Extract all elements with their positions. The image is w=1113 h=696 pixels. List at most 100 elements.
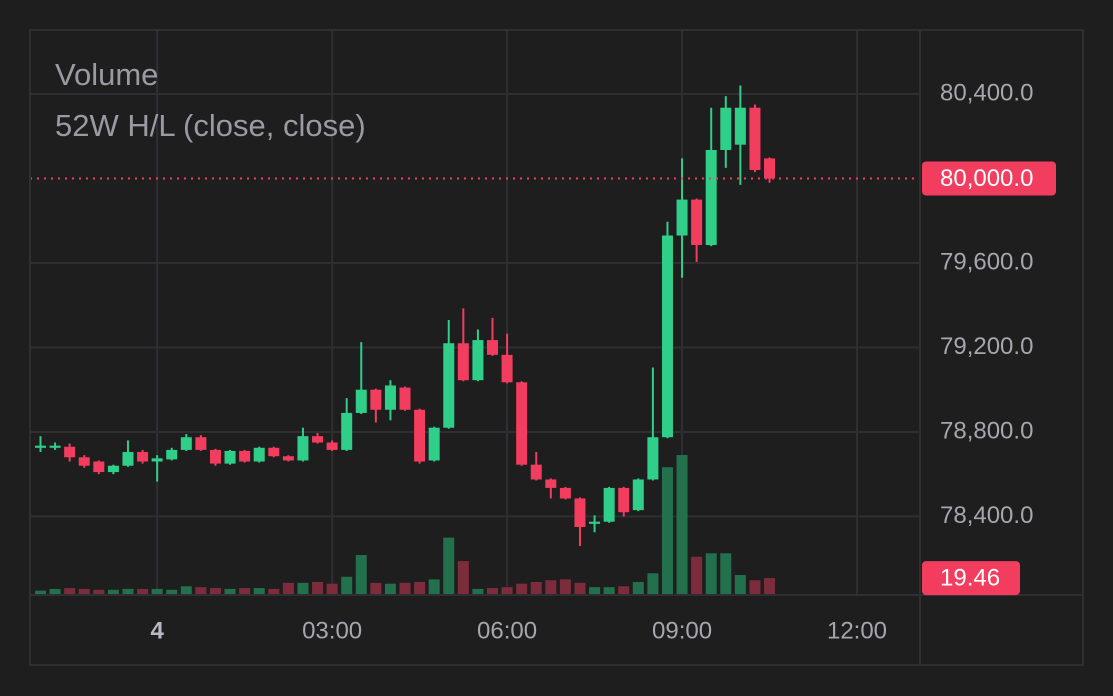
volume-bar — [64, 588, 76, 595]
volume-bar — [559, 579, 571, 595]
y-tick-label: 79,600.0 — [940, 248, 1033, 275]
volume-bar — [78, 588, 90, 595]
volume-pane — [34, 455, 776, 595]
volume-bar — [618, 586, 630, 595]
candle-body — [647, 437, 659, 480]
candle-body — [209, 449, 221, 464]
frame — [29, 29, 1084, 666]
candle-pane — [30, 85, 920, 546]
candle-body — [749, 107, 761, 171]
volume-bar — [720, 553, 732, 595]
volume-bar — [195, 587, 207, 595]
candle-body — [661, 235, 673, 438]
volume-bar — [647, 573, 659, 595]
volume-bar — [151, 588, 163, 595]
volume-bar — [603, 587, 615, 595]
candle-body — [720, 107, 732, 150]
candle-body — [399, 387, 411, 410]
volume-bar — [122, 588, 134, 595]
candle-body — [530, 464, 542, 480]
volume-bar — [341, 576, 353, 595]
x-tick-label: 06:00 — [477, 617, 537, 644]
candle-body — [195, 437, 207, 450]
x-tick-label: 12:00 — [827, 617, 887, 644]
candle-body — [268, 447, 280, 457]
candle-body — [384, 385, 396, 410]
candle-body — [559, 487, 571, 499]
volume-bar — [501, 587, 513, 595]
volume-bar — [676, 455, 688, 595]
volume-bar — [326, 583, 338, 595]
volume-bar — [93, 589, 105, 595]
candle-body — [34, 445, 46, 448]
volume-bar — [545, 580, 557, 595]
candle-body — [486, 340, 498, 355]
volume-bar — [428, 579, 440, 595]
volume-bar — [691, 556, 703, 595]
candle-body — [166, 449, 178, 460]
volume-bar — [253, 588, 265, 595]
y-tick-label: 79,200.0 — [940, 333, 1033, 360]
volume-bar — [224, 588, 236, 595]
volume-bar — [530, 581, 542, 595]
candle-body — [618, 487, 630, 513]
volume-bar — [370, 582, 382, 595]
volume-bar — [749, 580, 761, 595]
candle-body — [107, 465, 119, 473]
volume-bar — [486, 588, 498, 595]
volume-bar — [734, 575, 746, 595]
candle-body — [705, 149, 717, 246]
legend-volume: Volume — [55, 57, 158, 92]
volume-bar — [574, 582, 586, 595]
candle-body — [341, 412, 353, 450]
y-tick-label: 80,400.0 — [940, 79, 1033, 106]
volume-bar — [661, 467, 673, 595]
candle-body — [180, 437, 192, 450]
volume-bar — [414, 581, 426, 595]
volume-bar — [239, 588, 251, 595]
volume-bar — [516, 583, 528, 595]
candle-body — [501, 354, 513, 383]
volume-bar — [312, 581, 324, 595]
volume-bar — [399, 582, 411, 595]
volume-bar — [137, 588, 149, 595]
candle-body — [326, 442, 338, 450]
candle-body — [355, 389, 367, 413]
volume-bar — [705, 553, 717, 595]
volume-bar — [589, 587, 601, 595]
candle-body — [64, 446, 76, 458]
candle-body — [632, 479, 644, 511]
legend-indicator: 52W H/L (close, close) — [55, 108, 366, 143]
volume-bar — [268, 588, 280, 595]
candle-body — [472, 340, 484, 381]
candle-body — [137, 452, 149, 462]
candle-body — [312, 436, 324, 443]
volume-bar — [166, 589, 178, 595]
volume-bar — [34, 590, 46, 595]
candle-body — [691, 199, 703, 246]
volume-bar — [384, 583, 396, 595]
last-volume-label: 19.46 — [940, 564, 1000, 591]
last-price-label: 80,000.0 — [940, 165, 1033, 192]
candle-body — [457, 343, 469, 381]
candle-body — [93, 461, 105, 473]
candle-body — [297, 436, 309, 461]
candle-body — [589, 521, 601, 524]
candle-body — [282, 456, 294, 461]
y-tick-label: 78,800.0 — [940, 417, 1033, 444]
volume-bar — [107, 589, 119, 595]
last-price-tag — [922, 161, 1056, 196]
candle-body — [734, 107, 746, 145]
candle-body — [78, 457, 90, 466]
candle-body — [574, 498, 586, 527]
volume-bar — [472, 588, 484, 595]
candle-body — [370, 389, 382, 410]
volume-bar — [297, 582, 309, 595]
candle-body — [428, 427, 440, 461]
volume-bar — [764, 578, 776, 595]
candle-body — [49, 445, 61, 448]
candle-body — [224, 450, 236, 464]
volume-bar — [209, 588, 221, 595]
candle-body — [764, 158, 776, 179]
candle-body — [603, 487, 615, 522]
